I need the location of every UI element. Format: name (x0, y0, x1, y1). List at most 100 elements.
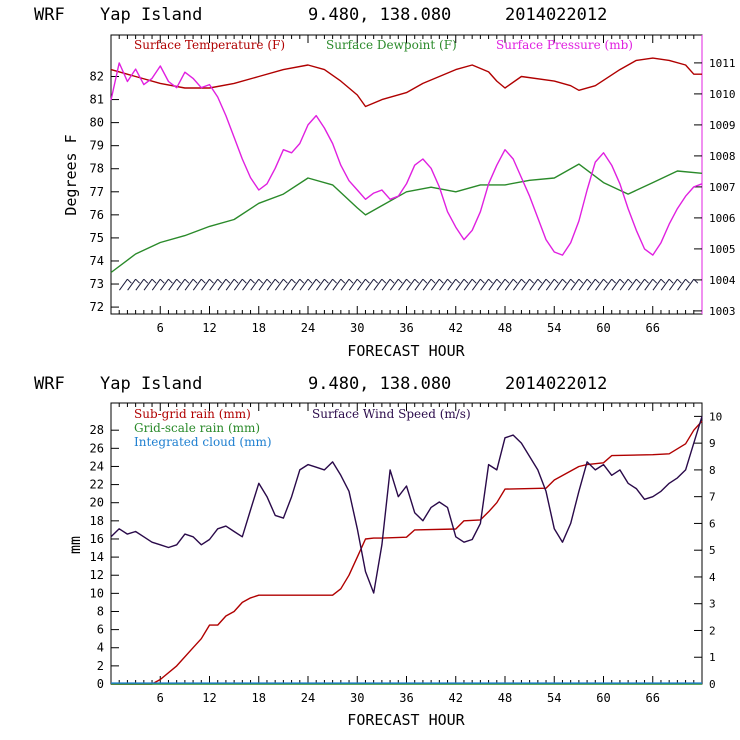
wind-barb (283, 278, 296, 291)
wind-barb (471, 278, 485, 291)
top-y2-tick-label: 1005 (709, 243, 736, 256)
wind-barb (324, 278, 337, 291)
wind-barb (447, 278, 461, 291)
wind-barb (365, 278, 379, 291)
bottom-y2-tick-label: 5 (709, 544, 716, 557)
bottom-panel: WRF Yap Island 9.480, 138.080 2014022012… (34, 374, 722, 729)
top-y2-tick-label: 1007 (709, 181, 736, 194)
wind-barb (299, 278, 313, 291)
legend-surface-wind-speed: Surface Wind Speed (m/s) (312, 407, 471, 421)
bottom-x-tick-label: 66 (646, 691, 660, 705)
wind-barb (562, 278, 576, 291)
top-x-tick-label: 6 (157, 321, 164, 335)
top-y-tick-label: 79 (90, 139, 104, 153)
top-y2-tick-label: 1006 (709, 212, 736, 225)
bottom-y-axis-label: mm (66, 536, 84, 554)
bottom-y-tick-label: 14 (90, 550, 104, 564)
wind-barb (266, 278, 280, 291)
bottom-x-tick-label: 6 (157, 691, 164, 705)
bottom-y-tick-label: 26 (90, 441, 104, 455)
bottom-y2-tick-label: 9 (709, 437, 716, 450)
top-y2-tick-label: 1010 (709, 88, 736, 101)
wind-barb (381, 278, 395, 291)
top-x-tick-label: 54 (547, 321, 561, 335)
bottom-y-tick-label: 28 (90, 423, 104, 437)
wind-barb (389, 278, 403, 291)
legend-gridscale-rain: Grid-scale rain (mm) (134, 421, 260, 435)
bottom-y-tick-label: 24 (90, 459, 104, 473)
top-x-tick-label: 36 (399, 321, 413, 335)
bottom-header-model: WRF (34, 374, 65, 394)
wind-barb (316, 278, 329, 291)
wind-barb (119, 278, 132, 291)
top-plot-frame (110, 34, 703, 315)
wind-barb (357, 278, 370, 291)
wind-barb (398, 278, 411, 291)
wind-barb (274, 278, 288, 291)
bottom-y-tick-label: 8 (97, 604, 104, 618)
bottom-y2-tick-label: 0 (709, 678, 716, 691)
top-y2-ticks: 1003 1004 1005 1006 1007 1008 1009 1010 1011 (694, 57, 736, 318)
bottom-x-tick-label: 36 (399, 691, 413, 705)
bottom-x-tick-label: 48 (498, 691, 512, 705)
top-y-tick-label: 81 (90, 93, 104, 107)
wind-barb (652, 278, 666, 291)
wind-barb (554, 278, 567, 291)
bottom-x-axis-label: FORECAST HOUR (347, 711, 465, 729)
bottom-series-lines (110, 416, 703, 685)
wind-barb (627, 278, 641, 291)
wind-barb (192, 278, 206, 291)
top-header-model: WRF (34, 5, 65, 25)
wind-barb (439, 278, 452, 291)
wind-barb (636, 278, 649, 291)
bottom-x-tick-label: 30 (350, 691, 364, 705)
series-line-surface-wind-speed (110, 416, 703, 594)
series-line-surface-pressure (110, 62, 703, 256)
wind-barb (143, 278, 157, 291)
wind-barb (307, 278, 321, 291)
bottom-y-tick-label: 12 (90, 568, 104, 582)
bottom-x-tick-label: 54 (547, 691, 561, 705)
bottom-header-location: Yap Island (100, 374, 202, 394)
wind-barb (586, 278, 600, 291)
top-x-ticks: 6 12 18 24 30 36 42 48 54 60 66 (118, 35, 695, 335)
bottom-y2-tick-label: 10 (709, 410, 722, 423)
bottom-y2-tick-label: 4 (709, 571, 716, 584)
top-y2-tick-label: 1008 (709, 150, 736, 163)
series-line-surface-dewpoint (110, 163, 703, 274)
series-line-surface-temperature (110, 57, 702, 108)
top-x-tick-label: 60 (596, 321, 610, 335)
wind-barb (644, 278, 658, 291)
wind-barb (160, 278, 173, 291)
bottom-y-tick-label: 20 (90, 496, 104, 510)
wind-barb (677, 278, 690, 291)
wind-barb (348, 278, 362, 291)
wind-barb (619, 278, 633, 291)
bottom-x-tick-label: 18 (252, 691, 266, 705)
wind-barb (135, 278, 149, 291)
bottom-y-tick-label: 10 (90, 586, 104, 600)
top-header-run: 2014022012 (505, 5, 607, 25)
bottom-y-tick-label: 2 (97, 659, 104, 673)
top-y-axis-label: Degrees F (62, 134, 80, 215)
top-y-tick-label: 73 (90, 277, 104, 291)
wind-barb (291, 278, 305, 291)
top-x-tick-label: 24 (301, 321, 315, 335)
wind-barb (127, 278, 140, 291)
bottom-y2-tick-label: 7 (709, 491, 716, 504)
series-line-sub-grid-rain (111, 420, 703, 685)
bottom-y-tick-label: 4 (97, 641, 104, 655)
wind-barb (603, 278, 617, 291)
wind-barb (406, 278, 420, 291)
wind-barb (668, 278, 682, 291)
wind-barb (513, 278, 526, 291)
bottom-x-tick-label: 24 (301, 691, 315, 705)
top-header-location: Yap Island (100, 5, 202, 25)
top-x-tick-label: 48 (498, 321, 512, 335)
wind-barb (242, 278, 255, 291)
wind-barb (233, 278, 247, 291)
bottom-y2-tick-label: 3 (709, 598, 716, 611)
top-y-tick-label: 80 (90, 116, 104, 130)
bottom-y2-tick-label: 8 (709, 464, 716, 477)
